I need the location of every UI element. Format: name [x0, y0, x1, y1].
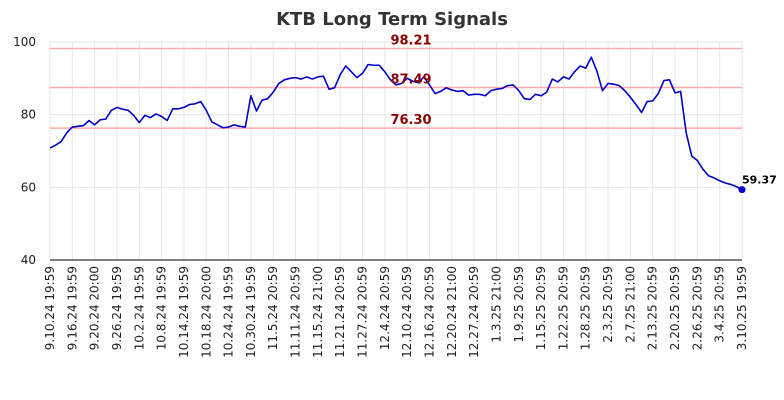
x-tick-label: 9.26.24 19:59 [110, 266, 124, 350]
x-tick-label: 12.27.24 20:59 [467, 266, 481, 358]
signal-line-label: 98.21 [390, 34, 431, 49]
x-tick-label: 2.26.25 20:59 [690, 266, 704, 350]
x-tick-label: 11.15.24 21:00 [311, 266, 325, 358]
x-tick-label: 3.10.25 19:59 [735, 266, 749, 350]
x-tick-label: 10.14.24 19:59 [177, 266, 191, 358]
x-tick-label: 10.30.24 19:59 [244, 266, 258, 358]
x-tick-label: 12.4.24 20:59 [378, 266, 392, 350]
x-tick-label: 2.13.25 20:59 [646, 266, 660, 350]
x-tick-label: 1.28.25 20:59 [579, 266, 593, 350]
x-tick-label: 2.3.25 20:59 [601, 266, 615, 343]
x-tick-label: 11.5.24 20:59 [266, 266, 280, 350]
x-tick-label: 3.4.25 20:59 [713, 266, 727, 343]
last-value-label: 59.37 [742, 174, 777, 187]
x-tick-label: 11.27.24 20:59 [356, 266, 370, 358]
y-tick-label: 100 [13, 35, 36, 49]
x-tick-label: 10.18.24 20:00 [199, 266, 213, 358]
x-tick-label: 1.3.25 21:00 [489, 266, 503, 343]
horizontal-lines [50, 47, 742, 129]
x-tick-label: 12.10.24 20:59 [400, 266, 414, 358]
x-tick-label: 12.20.24 21:00 [445, 266, 459, 358]
x-tick-label: 10.2.24 19:59 [132, 266, 146, 350]
labels: 98.21 87.49 76.30 59.37 [390, 34, 776, 187]
x-tick-label: 2.20.25 20:59 [668, 266, 682, 350]
series-line [49, 56, 743, 191]
x-tick-label: 1.9.25 20:59 [512, 266, 526, 343]
x-tick-label: 2.7.25 21:00 [623, 266, 637, 343]
x-tick-label: 9.20.24 20:00 [88, 266, 102, 350]
y-tick-label: 60 [21, 180, 36, 194]
signal-line-label: 76.30 [390, 113, 431, 128]
chart-title: KTB Long Term Signals [276, 9, 508, 30]
x-tick-label: 10.24.24 19:59 [222, 266, 236, 358]
x-tick-label: 9.10.24 19:59 [43, 266, 57, 350]
x-tick-label: 12.16.24 20:59 [422, 266, 436, 358]
axes: 40 60 80 100 9.10.24 19:59 9.16.24 19:59 9.20.… [13, 35, 749, 358]
signal-line-label: 87.49 [390, 72, 431, 87]
x-tick-label: 11.11.24 20:59 [289, 266, 303, 358]
y-tick-label: 40 [21, 253, 36, 267]
x-tick-label: 9.16.24 19:59 [65, 266, 79, 350]
x-tick-label: 1.15.25 20:59 [534, 266, 548, 350]
y-tick-label: 80 [21, 108, 36, 122]
x-tick-label: 1.22.25 20:59 [556, 266, 570, 350]
x-tick-label: 11.21.24 20:59 [333, 266, 347, 358]
last-point-marker [738, 186, 746, 194]
x-tick-label: 10.8.24 19:59 [155, 266, 169, 350]
grid [49, 41, 743, 261]
series-line-group [49, 56, 746, 194]
